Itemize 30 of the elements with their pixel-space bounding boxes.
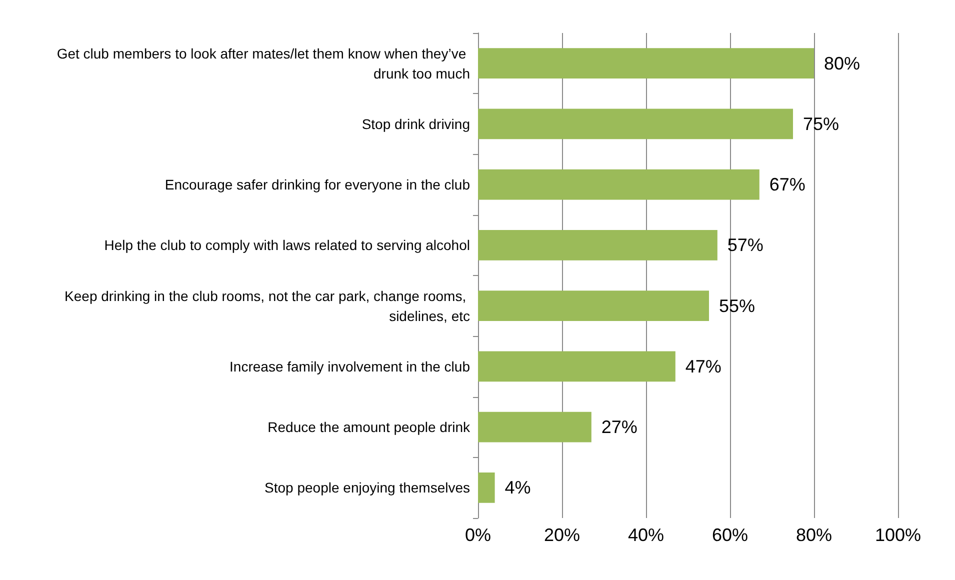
bar — [478, 412, 592, 442]
x-tick-label: 100% — [874, 525, 922, 545]
y-tick-label: Get club members to look after mates/let them know when they’ve drunk too much — [56, 45, 470, 82]
bar — [478, 290, 709, 321]
y-tick-label: Help the club to comply with laws related to serving alcohol — [104, 237, 470, 254]
x-tick-label: 80% — [796, 525, 832, 545]
data-label: 75% — [803, 114, 840, 134]
data-label: 67% — [769, 174, 806, 195]
bar — [478, 169, 760, 200]
y-tick-label: Increase family involvement in the club — [230, 358, 470, 374]
data-label: 55% — [719, 296, 756, 316]
y-tick-label: Stop people enjoying themselves — [264, 480, 470, 496]
bar — [478, 108, 793, 140]
bar — [478, 230, 718, 260]
data-label: 27% — [601, 417, 638, 438]
x-tick-label: 20% — [544, 525, 580, 545]
data-label: 47% — [685, 356, 722, 376]
data-label: 80% — [824, 53, 860, 74]
x-tick-label: 60% — [712, 525, 748, 545]
y-tick-label: Reduce the amount people drink — [268, 419, 471, 436]
data-label: 4% — [504, 478, 531, 498]
y-tick-label: Keep drinking in the club rooms, not the car park, change rooms, sidelines, etc — [64, 288, 470, 324]
bar — [478, 472, 495, 503]
y-tick-label: Encourage safer drinking for everyone in the club — [164, 176, 470, 193]
x-tick-label: 0% — [464, 525, 492, 545]
data-label: 57% — [727, 235, 764, 256]
y-tick-label: Stop drink driving — [362, 116, 470, 132]
bar — [478, 351, 676, 382]
bar — [478, 48, 814, 78]
x-tick-label: 40% — [628, 525, 664, 545]
